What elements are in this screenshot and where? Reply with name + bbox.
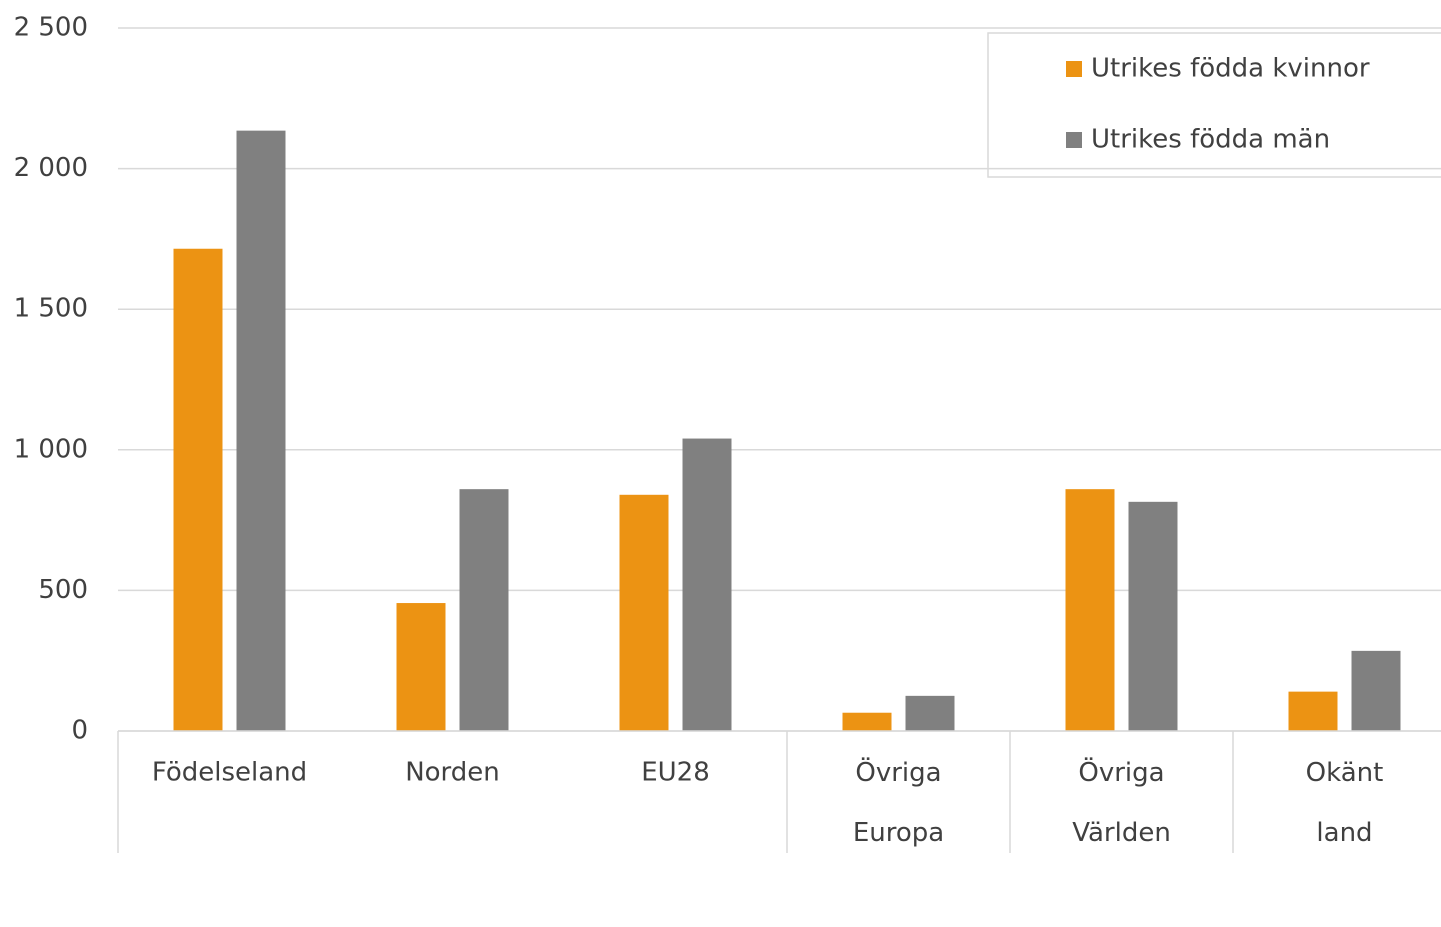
bar	[459, 489, 509, 731]
bar	[173, 248, 223, 731]
legend-swatch	[1066, 132, 1082, 148]
bar	[905, 695, 955, 731]
bar	[682, 438, 732, 731]
x-tick-label: EU28	[641, 758, 710, 788]
y-tick-label: 500	[38, 575, 88, 605]
y-tick-label: 0	[71, 716, 88, 746]
bar	[619, 494, 669, 731]
bar	[396, 603, 446, 731]
y-tick-label: 1 000	[14, 434, 88, 464]
bar	[236, 130, 286, 731]
bar	[842, 712, 892, 731]
bar	[1128, 501, 1178, 731]
y-tick-label: 1 500	[14, 294, 88, 324]
x-tick-label: Övriga Europa	[853, 756, 944, 848]
bar	[1288, 691, 1338, 731]
x-tick-label: Födelseland	[152, 758, 307, 788]
legend-label: Utrikes födda män	[1091, 125, 1330, 155]
bar	[1351, 650, 1401, 731]
x-tick-label: Okänt land	[1306, 758, 1384, 848]
legend-box	[987, 32, 1441, 178]
legend-swatch	[1066, 61, 1082, 77]
y-tick-label: 2 500	[14, 13, 88, 43]
x-tick-label: Övriga Världen	[1072, 756, 1171, 848]
x-tick-label: Norden	[405, 758, 500, 788]
y-tick-label: 2 000	[14, 153, 88, 183]
bar	[1065, 489, 1115, 731]
legend-label: Utrikes födda kvinnor	[1091, 54, 1370, 84]
